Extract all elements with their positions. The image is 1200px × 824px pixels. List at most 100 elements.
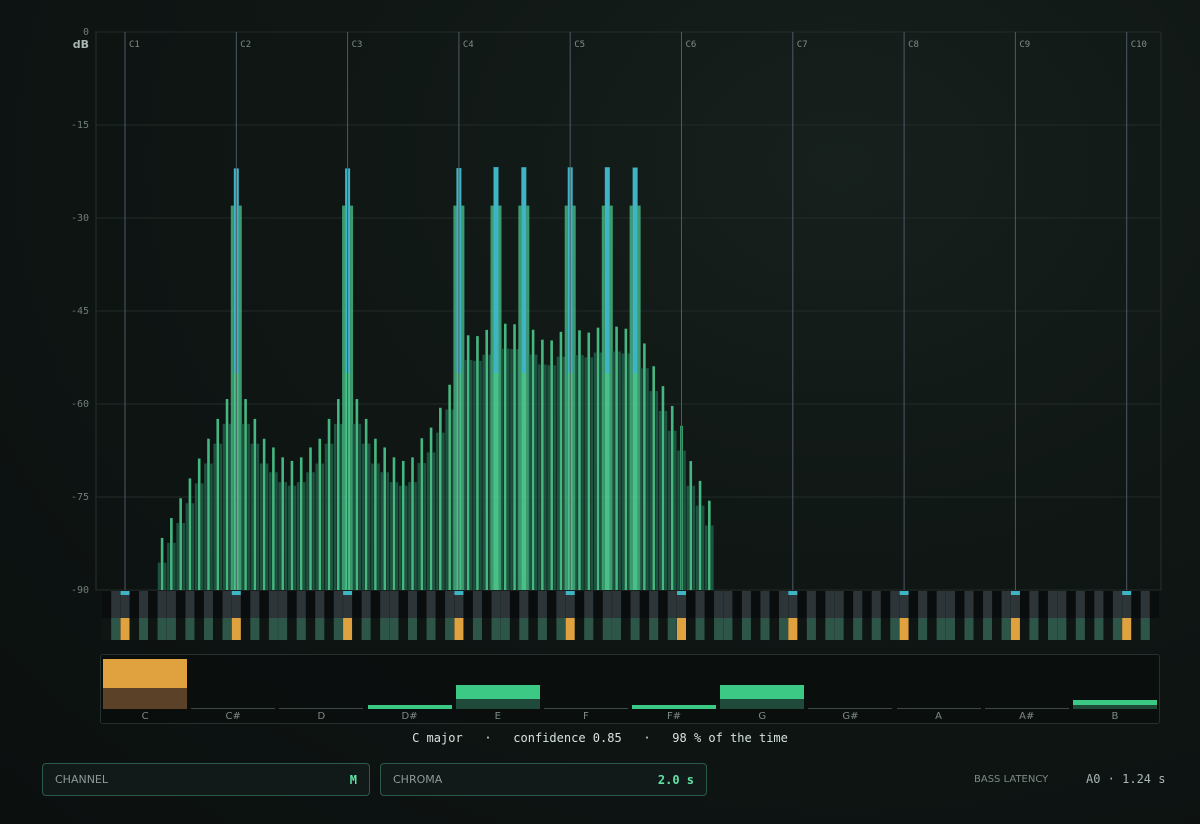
spectrum-bin xyxy=(466,335,470,590)
piano-key-fill xyxy=(955,618,965,640)
piano-key-fill xyxy=(324,618,334,640)
piano-key xyxy=(602,591,612,640)
spectrum-bin xyxy=(584,357,588,590)
piano-key xyxy=(435,591,445,640)
piano-key xyxy=(268,591,278,640)
piano-key-fill xyxy=(732,618,742,640)
spectrum-bin xyxy=(207,438,210,590)
piano-keyboard[interactable] xyxy=(101,591,1160,640)
y-tick-label: -30 xyxy=(71,213,89,224)
chroma-baseline xyxy=(543,708,628,709)
piano-key xyxy=(259,591,269,640)
spectrum-bin xyxy=(658,410,662,590)
piano-key xyxy=(500,591,510,640)
piano-key-fill xyxy=(1094,618,1104,640)
spectrum-bin xyxy=(621,353,625,590)
piano-key xyxy=(463,591,473,640)
spectrum-bin xyxy=(204,463,207,590)
piano-key-fill xyxy=(751,618,761,640)
piano-key xyxy=(862,591,872,640)
piano-key-fill xyxy=(213,618,223,640)
piano-key xyxy=(519,591,529,640)
piano-key xyxy=(1057,591,1067,640)
chroma-bin: C# xyxy=(189,655,277,723)
spectrum-bin xyxy=(210,463,213,590)
key-status-line: C major · confidence 0.85 · 98 % of the … xyxy=(0,731,1200,745)
spectrum-bin xyxy=(176,523,179,590)
spectrum-bin xyxy=(374,438,377,590)
piano-key xyxy=(1010,591,1020,640)
spectrum-bin xyxy=(386,472,389,590)
piano-key-fill xyxy=(797,618,807,640)
piano-key xyxy=(203,591,213,640)
chroma-bar-bottom xyxy=(720,698,805,709)
piano-key-fill xyxy=(769,618,779,640)
piano-key xyxy=(231,591,241,640)
chroma-bar-top xyxy=(632,705,717,709)
piano-key-fill xyxy=(398,618,408,640)
piano-key xyxy=(417,591,427,640)
piano-key-fill xyxy=(222,618,232,640)
piano-key-fill xyxy=(881,618,891,640)
y-tick-label: -15 xyxy=(71,120,89,131)
piano-key xyxy=(120,591,130,640)
separator-1: · xyxy=(484,731,492,745)
spectrum-bin xyxy=(364,418,368,590)
spectrum-bin xyxy=(510,349,513,590)
spectrum-bin xyxy=(473,360,476,590)
y-tick-label: -60 xyxy=(71,399,89,410)
spectrum-bin xyxy=(562,356,566,590)
chroma-bar-bottom xyxy=(455,698,540,709)
spectrum-bin xyxy=(299,457,303,590)
y-tick-label: -90 xyxy=(71,585,89,596)
detected-key: C major xyxy=(412,731,463,745)
piano-key xyxy=(751,591,761,640)
chroma-window-selector[interactable]: CHROMA 2.0 s xyxy=(380,763,707,796)
piano-key xyxy=(352,591,362,640)
spectrum-bin xyxy=(371,463,374,590)
chroma-bin: D xyxy=(277,655,365,723)
piano-key-fill xyxy=(574,618,584,640)
chroma-label: C xyxy=(141,711,149,722)
chroma-label: G xyxy=(758,711,767,722)
channel-value: M xyxy=(349,772,357,787)
spectrum-bin xyxy=(281,457,284,590)
piano-key-active-cap xyxy=(1122,591,1132,595)
spectrum-bin xyxy=(330,443,334,590)
spectrum-bin xyxy=(228,423,232,590)
piano-key-fill xyxy=(361,618,371,640)
piano-key-fill xyxy=(306,618,315,640)
piano-key-fill xyxy=(203,618,213,640)
piano-key-fill xyxy=(723,618,733,640)
spectrum-bin xyxy=(367,443,371,590)
piano-key xyxy=(834,591,844,640)
spectrum-chart: 0 -15 -30 -45 -60 -75 -90 dB C1 C2 C3 C4 C5 C6 C7 C8 C9… xyxy=(71,27,1162,640)
spectrum-bin xyxy=(191,503,195,590)
spectrum-sidelobe xyxy=(238,205,242,590)
spectrum-bin xyxy=(256,443,260,590)
spectrum-bin xyxy=(500,348,504,590)
spectrum-bin xyxy=(439,407,442,590)
spectrum-bin xyxy=(253,418,257,590)
piano-key xyxy=(927,591,937,640)
piano-key-fill xyxy=(834,618,844,640)
spectrum-bin xyxy=(513,324,516,590)
spectrum-bin xyxy=(705,525,708,590)
piano-key-fill xyxy=(816,618,826,640)
spectrum-bin xyxy=(284,482,287,590)
spectrum-bin xyxy=(655,391,658,590)
piano-key xyxy=(983,591,993,640)
piano-key-active-cap xyxy=(788,591,798,595)
channel-selector[interactable]: CHANNEL M xyxy=(42,763,370,796)
spectrum-bin xyxy=(612,351,615,590)
piano-key xyxy=(955,591,965,640)
spectrum-bin xyxy=(698,480,702,590)
spectrum-sidelobe xyxy=(564,205,568,590)
piano-key xyxy=(1150,591,1160,640)
spectrum-bin xyxy=(664,410,668,590)
piano-key-fill xyxy=(185,618,195,640)
spectrum-bin xyxy=(352,423,356,590)
spectrum-bin xyxy=(302,482,306,590)
spectrum-bin xyxy=(269,472,272,590)
piano-key xyxy=(816,591,826,640)
